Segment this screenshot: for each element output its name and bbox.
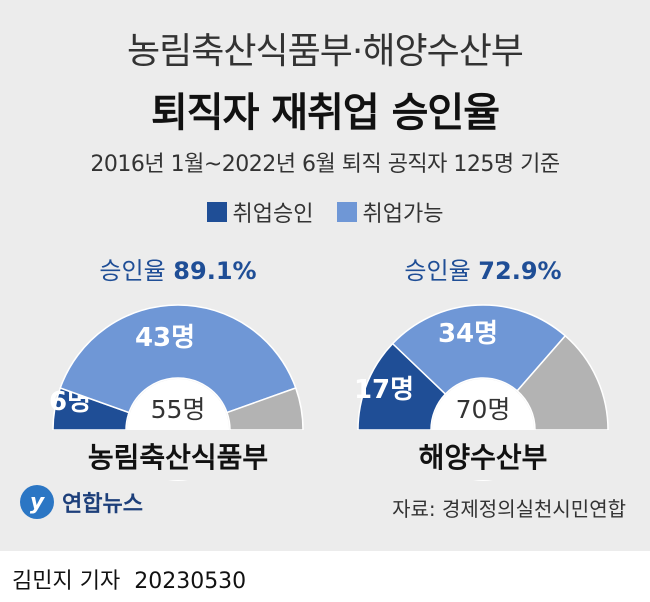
gauge-2-name: 해양수산부 — [419, 441, 548, 474]
gauge-2-segment-1-label: 17명 — [354, 375, 414, 405]
gauge-2-rate-value: 72.9% — [478, 257, 561, 285]
gauge-2-name-band — [333, 430, 633, 480]
legend: 취업승인 취업가능 — [0, 196, 650, 228]
legend-item-approved: 취업승인 — [206, 196, 314, 228]
title-line2: 퇴직자 재취업 승인율 — [150, 90, 500, 136]
legend-label-approved: 취업승인 — [232, 202, 314, 227]
title-line1: 농림축산식품부·해양수산부 — [127, 31, 524, 72]
logo-text: 연합뉴스 — [62, 492, 143, 517]
gauge-2-segment-3 — [516, 334, 609, 431]
legend-label-possible: 취업가능 — [362, 202, 444, 227]
publish-date: 20230530 — [134, 569, 247, 594]
legend-swatch-possible — [336, 202, 357, 222]
gauge-1-segment-2-label: 43명 — [135, 323, 195, 353]
legend-item-possible: 취업가능 — [336, 196, 444, 228]
gauge-1-name-band — [28, 430, 328, 480]
subtitle: 2016년 1월~2022년 6월 퇴직 공직자 125명 기준 — [90, 152, 560, 177]
gauge-2-total: 70명 — [456, 395, 511, 424]
gauge-2-rate-label: 승인율 — [404, 257, 478, 285]
infographic-card: 농림축산식품부·해양수산부 퇴직자 재취업 승인율 2016년 1월~2022년… — [0, 0, 650, 551]
gauge-2-segment-2-label: 34명 — [438, 319, 498, 349]
gauge-2-rate: 승인율 72.9% — [404, 257, 561, 285]
gauge-2-segment-2 — [391, 304, 567, 396]
source-note: 자료: 경제정의실천시민연합 — [392, 497, 626, 521]
gauge-1-rate-value: 89.1% — [173, 257, 256, 285]
yonhap-logo-icon: y — [20, 485, 54, 519]
gauge-1-total: 55명 — [151, 395, 206, 424]
yonhap-logo: y 연합뉴스 — [20, 485, 143, 519]
gauge-1-segment-2 — [59, 304, 297, 414]
gauge-1-rate: 승인율 89.1% — [99, 257, 256, 285]
reporter-name: 김민지 기자 — [12, 569, 121, 594]
byline: 김민지 기자 20230530 — [12, 563, 246, 595]
legend-swatch-approved — [206, 202, 227, 222]
gauge-1-name: 농림축산식품부 — [88, 441, 268, 474]
gauge-1-rate-label: 승인율 — [99, 257, 173, 285]
